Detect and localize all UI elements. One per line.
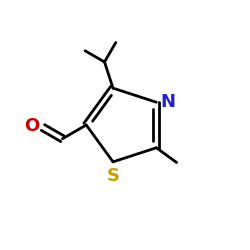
Text: S: S bbox=[106, 167, 120, 185]
Text: N: N bbox=[161, 93, 176, 111]
Text: O: O bbox=[24, 117, 39, 135]
